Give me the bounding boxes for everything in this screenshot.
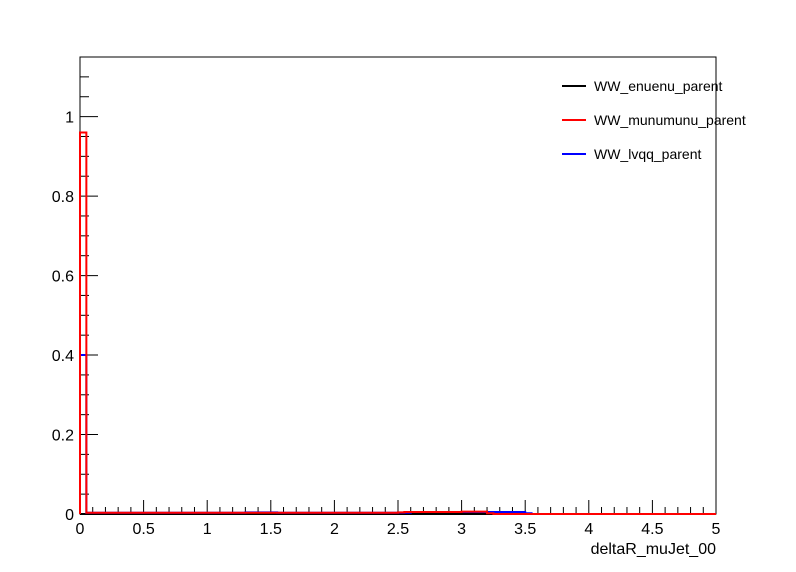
x-tick-label: 4: [584, 521, 593, 538]
legend-entry: WW_lvqq_parent: [594, 146, 701, 162]
x-axis-title: deltaR_muJet_00: [591, 541, 717, 558]
x-tick-label: 3: [457, 521, 466, 538]
y-axis-ticks: [80, 76, 98, 515]
series-line-WW_munumunu_parent: [79, 131, 716, 515]
x-tick-label: 1: [203, 521, 212, 538]
x-tick-label: 5: [712, 521, 721, 538]
histogram-series: [79, 131, 716, 515]
legend: WW_enuenu_parent WW_munumunu_parent WW_lvq…: [562, 78, 746, 162]
legend-entry: WW_munumunu_parent: [594, 112, 746, 128]
legend-entry: WW_enuenu_parent: [594, 78, 723, 94]
y-tick-label: 1: [65, 110, 74, 127]
x-tick-label: 3.5: [514, 521, 536, 538]
y-tick-label: 0.8: [52, 189, 74, 206]
x-tick-label: 0: [76, 521, 85, 538]
y-tick-label: 0: [65, 507, 74, 524]
x-tick-label: 1.5: [260, 521, 282, 538]
series-line-WW_lvqq_parent: [79, 354, 716, 515]
x-tick-label: 0.5: [132, 521, 154, 538]
x-tick-label: 4.5: [641, 521, 663, 538]
x-tick-label: 2: [330, 521, 339, 538]
y-tick-label: 0.4: [52, 348, 74, 365]
y-tick-label: 0.6: [52, 269, 74, 286]
x-tick-label: 2.5: [387, 521, 409, 538]
y-tick-label: 0.2: [52, 428, 74, 445]
x-axis-tick-labels: 0 0.5 1 1.5 2 2.5 3 3.5 4 4.5 5: [76, 521, 721, 538]
y-axis-tick-labels: 0 0.2 0.4 0.6 0.8 1: [52, 110, 74, 524]
